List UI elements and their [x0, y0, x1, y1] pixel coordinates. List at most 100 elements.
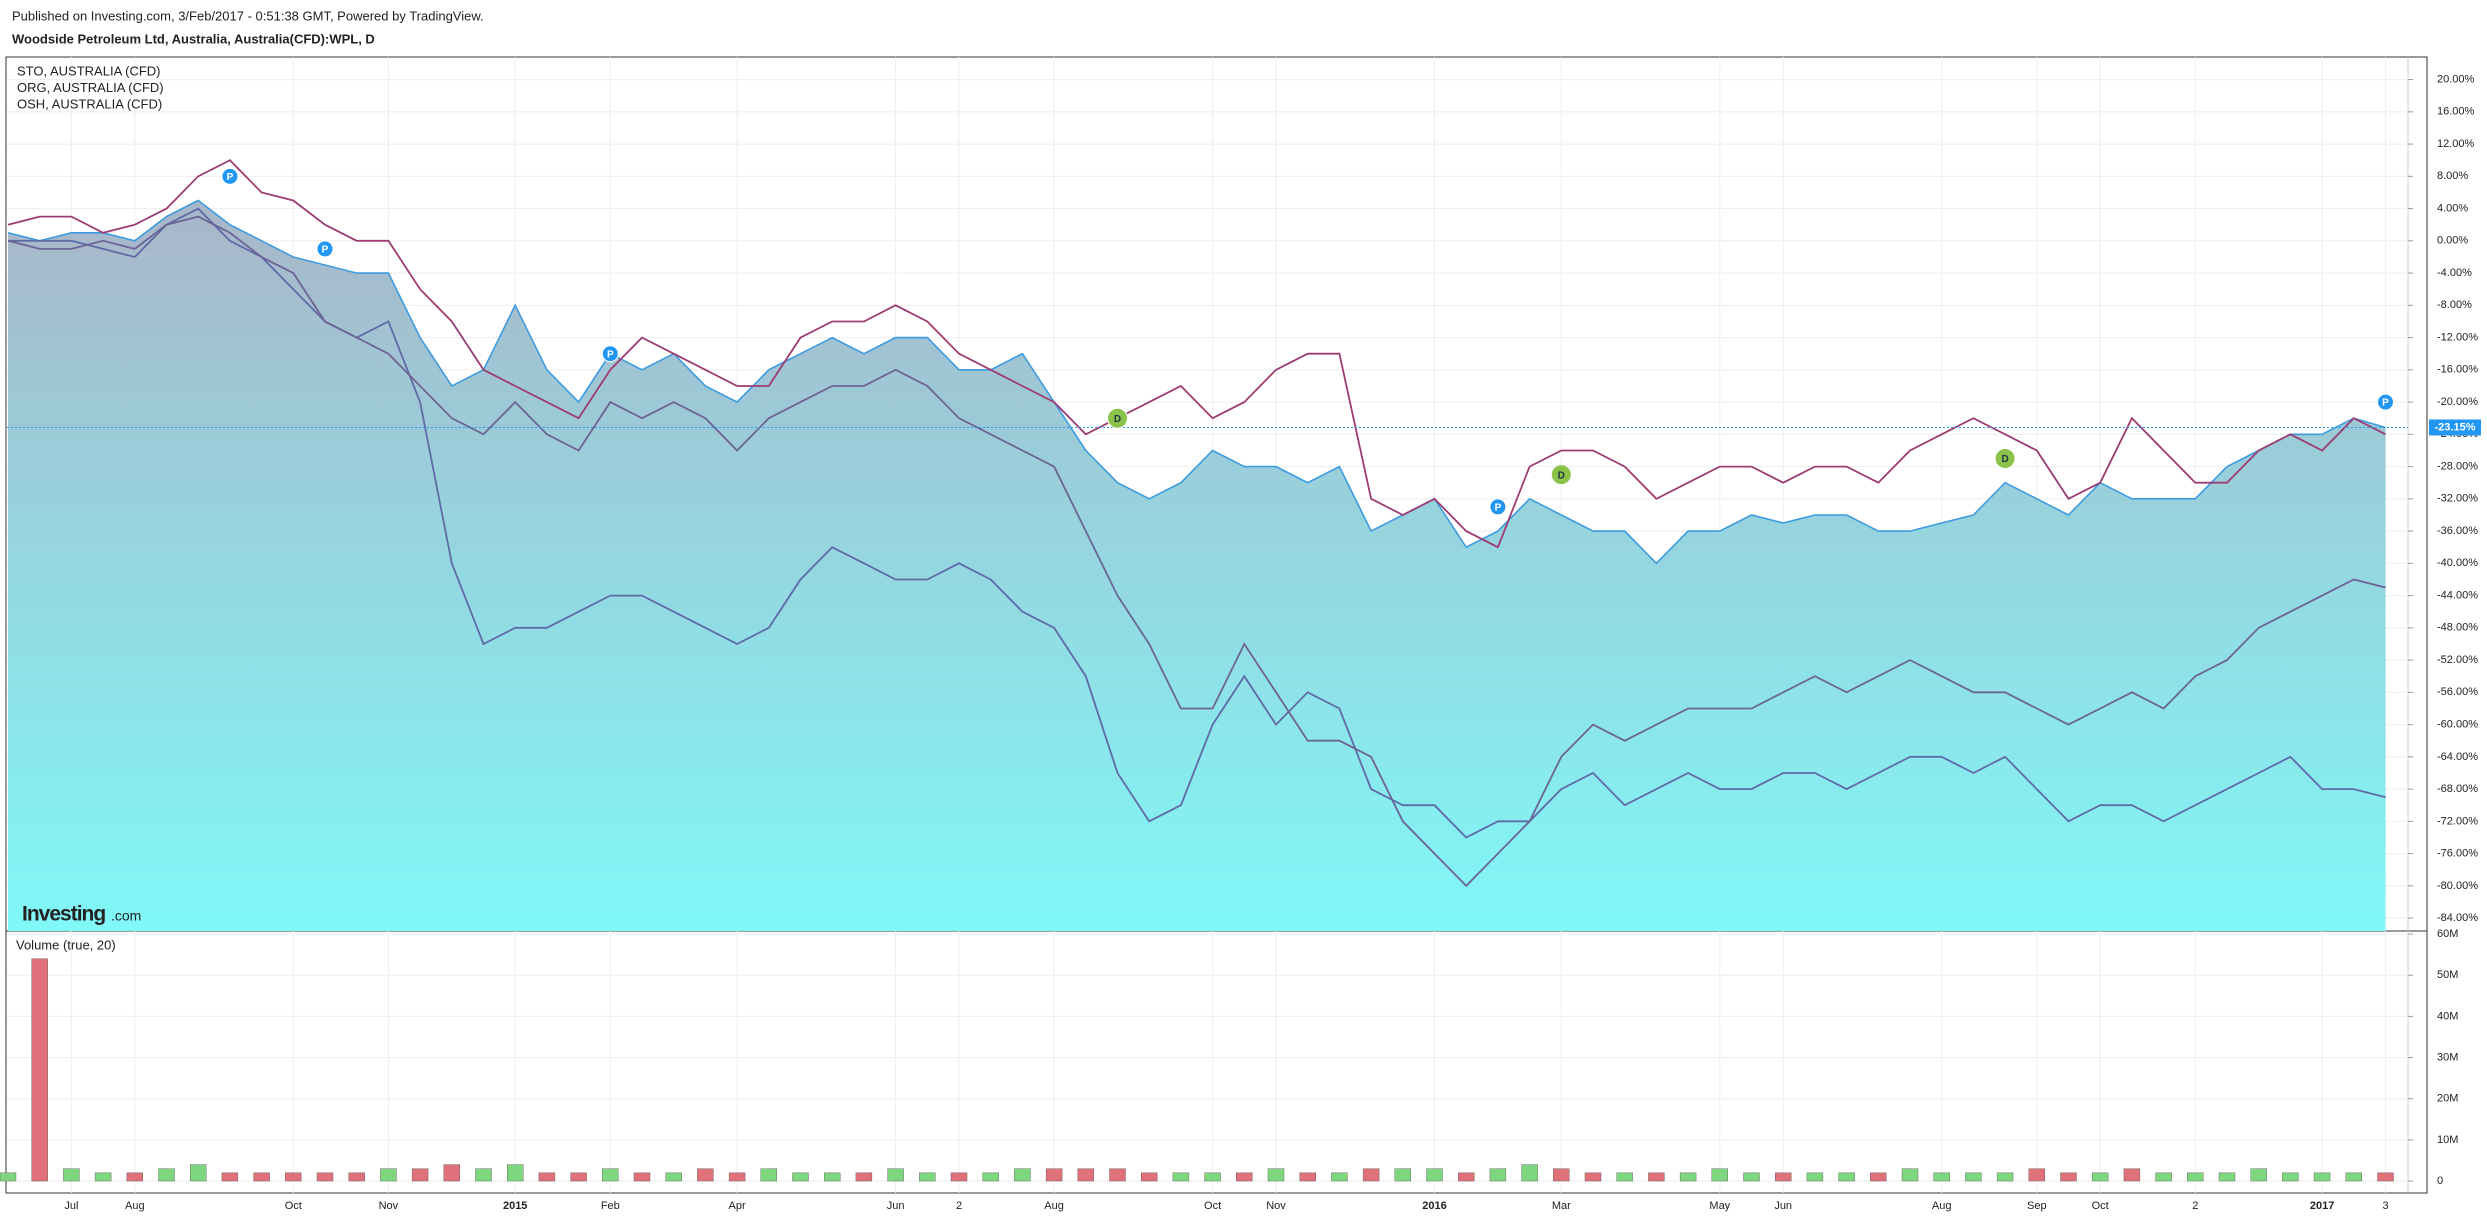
volume-bar [1331, 1172, 1348, 1182]
volume-bar [1901, 1168, 1919, 1182]
x-tick-label: Aug [1932, 1200, 1952, 1212]
x-tick-label: Aug [125, 1200, 145, 1212]
volume-bar [380, 1168, 397, 1182]
compare-line [7, 159, 2386, 549]
x-tick-label: 3 [2382, 1200, 2388, 1212]
volume-bar [1236, 1172, 1253, 1182]
event-label: D [2001, 454, 2008, 465]
current-label: -23.15% [2435, 421, 2476, 433]
volume-bar [1870, 1172, 1887, 1182]
volume-bar [0, 1172, 17, 1182]
volume-bar [2187, 1172, 2204, 1182]
x-tick-label: Jul [64, 1200, 78, 1212]
x-tick-label: 2017 [2310, 1200, 2334, 1212]
volume-bar [760, 1168, 777, 1182]
y-tick-label: -8.00% [2437, 299, 2472, 311]
volume-bar [189, 1164, 207, 1182]
x-tick-label: 2016 [1422, 1200, 1446, 1212]
y-tick-label: 4.00% [2437, 202, 2468, 214]
volume-bar [1014, 1168, 1031, 1182]
legend-entry: OSH, AUSTRALIA (CFD) [17, 96, 162, 111]
main-area [8, 200, 2386, 931]
current-badge [2429, 419, 2481, 436]
y-tick-label: 0.00% [2437, 235, 2468, 247]
x-tick-label: Nov [379, 1200, 399, 1212]
volume-bar [1648, 1172, 1665, 1182]
volume-bar [443, 1164, 460, 1182]
volume-bar [982, 1172, 999, 1182]
volume-bar [824, 1172, 841, 1182]
volume-bar [285, 1172, 302, 1182]
x-tick-label: Feb [601, 1200, 620, 1212]
volume-bar [2313, 1172, 2331, 1182]
x-tick-label: Sep [2027, 1200, 2047, 1212]
volume-bar [728, 1172, 746, 1182]
frame [5, 56, 2428, 1194]
y-tick-label: -72.00% [2437, 815, 2478, 827]
event-marker [2377, 393, 2394, 411]
y-tick-label: -36.00% [2437, 525, 2478, 537]
y-tick-label: -32.00% [2437, 493, 2478, 505]
volume-bar [31, 958, 48, 1182]
legend-entry: ORG, AUSTRALIA (CFD) [17, 80, 164, 95]
volume-bar [538, 1172, 556, 1182]
volume-bar [633, 1172, 651, 1182]
volume-bar [1806, 1172, 1824, 1182]
event-marker [316, 240, 334, 258]
y-tick-label: -44.00% [2437, 589, 2478, 601]
volume-bar [665, 1172, 682, 1182]
volume-bar [2028, 1168, 2046, 1182]
x-tick-label: Apr [729, 1200, 746, 1212]
y-tick-label: 20M [2437, 1093, 2458, 1105]
y-tick-label: -4.00% [2437, 267, 2472, 279]
event-marker [221, 167, 239, 185]
watermark-brand: Investing [22, 903, 105, 926]
volume-bar [697, 1168, 714, 1182]
event-label: P [322, 245, 329, 256]
x-tick-label: Nov [1266, 1200, 1286, 1212]
compare-line [8, 207, 2386, 839]
volume-bar [887, 1168, 904, 1182]
volume-bar [1140, 1172, 1158, 1182]
y-tick-label: -80.00% [2437, 880, 2478, 892]
y-tick-label: -60.00% [2437, 719, 2478, 731]
event-label: P [1495, 503, 1502, 514]
x-tick-label: Aug [1044, 1200, 1064, 1212]
event-label: D [1114, 414, 1121, 425]
volume-bar [2218, 1172, 2236, 1182]
volume-bar [2345, 1172, 2363, 1182]
volume-bar [1172, 1172, 1190, 1182]
event-marker [1994, 448, 2016, 470]
volume-bar [2155, 1172, 2172, 1182]
watermark-suffix: .com [111, 908, 141, 924]
volume-bar [1077, 1168, 1095, 1182]
volume-bar [1933, 1172, 1950, 1182]
y-tick-label: -20.00% [2437, 396, 2478, 408]
volume-bar [126, 1172, 144, 1182]
volume-bar [1553, 1168, 1570, 1182]
volume-bar [1965, 1172, 1982, 1182]
y-tick-label: -28.00% [2437, 460, 2478, 472]
volume-bar [1045, 1168, 1063, 1182]
y-tick-label: -76.00% [2437, 848, 2478, 860]
x-tick-label: Oct [1204, 1200, 1221, 1212]
y-tick-label: 20.00% [2437, 73, 2475, 85]
x-tick-label: 2 [956, 1200, 962, 1212]
volume-bar [2250, 1168, 2267, 1182]
volume-bar [94, 1172, 112, 1182]
event-label: D [1558, 470, 1565, 481]
volume-bar [221, 1172, 239, 1182]
volume-bar [1457, 1172, 1475, 1182]
y-tick-label: 12.00% [2437, 138, 2475, 150]
x-tick-label: Oct [2092, 1200, 2109, 1212]
volume-bar [1996, 1172, 2014, 1182]
volume-bar [1299, 1172, 1316, 1182]
volume-bar [570, 1172, 587, 1182]
y-tick-label: -12.00% [2437, 331, 2478, 343]
volume-bar [1584, 1172, 1602, 1182]
volume-bar [1743, 1172, 1760, 1182]
volume-bar [1267, 1168, 1285, 1182]
legend-entry: STO, AUSTRALIA (CFD) [17, 63, 161, 78]
